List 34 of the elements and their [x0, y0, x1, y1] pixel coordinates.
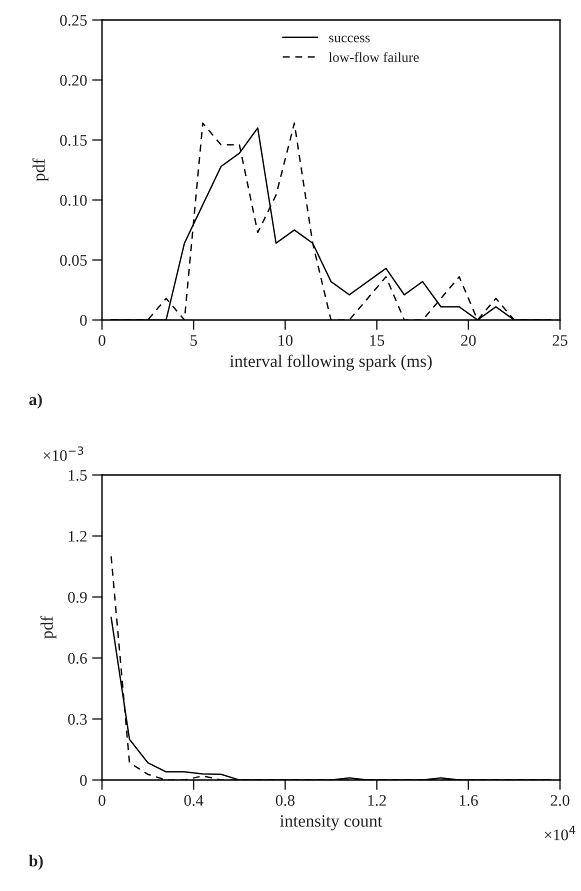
- text: ×10$^{4}$: [544, 826, 576, 840]
- text: b): [28, 854, 43, 870]
- text: ×10$^{−3}$: [44, 446, 84, 461]
- x-tick-label: 25: [552, 335, 568, 346]
- x-tick-label: 0: [98, 795, 106, 806]
- y-tick-label: 0.20: [60, 74, 87, 86]
- y-tick-label: 1.2: [68, 530, 87, 542]
- y-tick-label: 0.15: [60, 134, 87, 146]
- x-tick-label: 15: [370, 335, 384, 346]
- x-tick-label: 10: [278, 335, 293, 346]
- x-axis-title: intensity count: [280, 815, 382, 830]
- x-tick-label: 0: [98, 335, 106, 346]
- y-tick-label: 0.05: [60, 254, 87, 266]
- x-tick-label: 5: [190, 335, 197, 346]
- x-axis-title: interval following spark (ms): [230, 354, 432, 371]
- y-tick-label: 0: [80, 314, 87, 326]
- x-tick-label: 1.2: [368, 795, 386, 806]
- y-tick-label: 0.6: [68, 652, 87, 664]
- legend-label: low-flow failure: [328, 52, 419, 62]
- y-axis-title: pdf: [40, 616, 56, 639]
- x-tick-label: 2.0: [550, 795, 570, 806]
- x-tick-label: 0.4: [184, 795, 204, 806]
- y-tick-label: 1.5: [68, 470, 87, 481]
- y-tick-label: 0.9: [68, 592, 87, 603]
- y-tick-label: 0: [80, 774, 87, 786]
- y-tick-label: 0.10: [60, 194, 87, 206]
- legend-label: success: [329, 36, 370, 42]
- x-tick-label: 20: [461, 335, 476, 346]
- y-axis-title: pdf: [32, 158, 48, 182]
- x-tick-label: 0.8: [276, 795, 295, 806]
- x-tick-label: 1.6: [460, 795, 478, 806]
- y-tick-label: 0.3: [68, 714, 87, 725]
- y-tick-label: 0.25: [60, 14, 87, 26]
- text: a): [29, 393, 42, 409]
